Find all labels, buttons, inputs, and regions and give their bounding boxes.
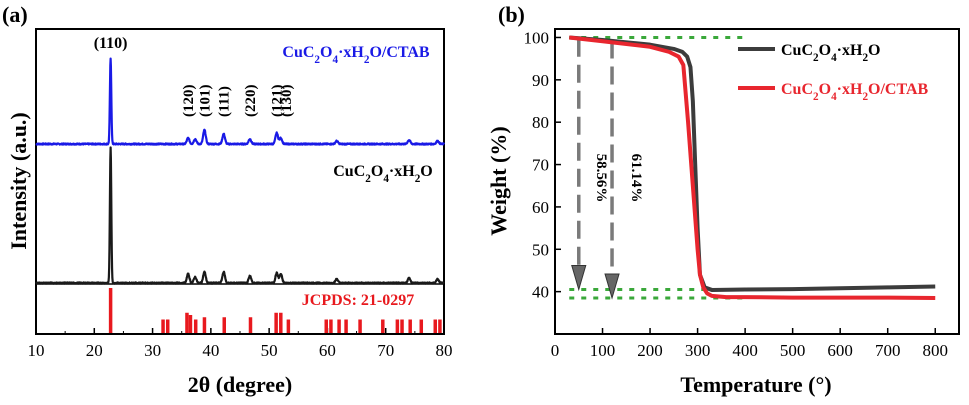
peak-label: (101) xyxy=(197,85,213,118)
x-tick-label: 60 xyxy=(319,341,336,360)
x-tick-label: 10 xyxy=(28,341,45,360)
x-tick-label: 200 xyxy=(637,341,663,360)
y-tick-label: 40 xyxy=(532,283,549,302)
x-tick-label: 600 xyxy=(827,341,853,360)
panel-b: (b) 0 100 200 300 400 500 600 700 800 40 50 60 70 80 9… xyxy=(486,2,960,397)
panel-a-y-axis-title: Intensity (a.u.) xyxy=(6,112,31,250)
series-label-ctab: CuC2O4·xH2O/CTAB xyxy=(282,44,430,66)
series-label-pure: CuC2O4·xH2O xyxy=(333,163,432,185)
x-tick-label: 50 xyxy=(261,341,278,360)
legend-label-pure: CuC2O4·xH2O xyxy=(781,42,880,64)
peak-label: (130) xyxy=(279,85,295,118)
x-tick-label: 40 xyxy=(202,341,219,360)
panel-b-curves xyxy=(569,35,936,300)
y-tick-label: 50 xyxy=(532,240,549,259)
arrow-head xyxy=(604,273,620,300)
panel-a-peak-labels: (110) (120) (101) (111) (220) (121)(130) xyxy=(94,35,295,117)
x-tick-label: 700 xyxy=(875,341,901,360)
panel-b-arrows xyxy=(571,38,620,300)
legend-label-ctab: CuC2O4·xH2O/CTAB xyxy=(781,81,929,103)
panel-a-x-axis-title: 2θ (degree) xyxy=(188,372,293,397)
x-tick-label: 80 xyxy=(436,341,453,360)
panel-b-y-axis-title: Weight (%) xyxy=(486,126,511,235)
panel-b-frame xyxy=(554,28,960,335)
peak-label: (110) xyxy=(94,35,128,52)
pattern-line-pure xyxy=(35,146,445,285)
x-tick-label: 400 xyxy=(732,341,758,360)
x-tick-label: 800 xyxy=(922,341,948,360)
x-tick-label: 30 xyxy=(144,341,161,360)
y-tick-label: 100 xyxy=(524,28,550,47)
tga-curve-ctab xyxy=(569,35,936,300)
panel-a-patterns xyxy=(35,57,446,285)
y-tick-label: 90 xyxy=(532,71,549,90)
x-tick-label: 500 xyxy=(780,341,806,360)
panel-a-label: (a) xyxy=(2,2,28,27)
panel-b-label: (b) xyxy=(498,2,525,27)
x-tick-label: 20 xyxy=(86,341,103,360)
y-tick-label: 70 xyxy=(532,156,549,175)
x-tick-label: 0 xyxy=(551,341,560,360)
peak-label: (111) xyxy=(217,86,233,117)
peak-label: (121) xyxy=(270,85,286,118)
tga-curve-pure xyxy=(569,35,936,292)
annotation-58-56: 58.56% xyxy=(593,154,609,203)
peak-label: (220) xyxy=(243,85,259,118)
panel-a-x-ticks: 10 20 30 40 50 60 70 80 xyxy=(28,328,453,360)
panel-a-reference-bars xyxy=(108,288,442,333)
x-tick-label: 100 xyxy=(590,341,616,360)
x-tick-label: 70 xyxy=(377,341,394,360)
panel-b-axis-ticks: 0 100 200 300 400 500 600 700 800 40 50 60 70 80 90 100 xyxy=(524,28,948,360)
arrow-head xyxy=(571,265,587,292)
pattern-line-ctab xyxy=(35,57,446,146)
peak-label: (120) xyxy=(181,85,197,118)
x-tick-label: 300 xyxy=(685,341,711,360)
panel-b-x-axis-title: Temperature (°) xyxy=(680,372,831,397)
panel-b-legend: CuC2O4·xH2O CuC2O4·xH2O/CTAB xyxy=(738,42,929,103)
series-label-jcpds: JCPDS: 21-0297 xyxy=(302,292,414,309)
annotation-61-14: 61.14% xyxy=(628,154,644,203)
panel-a: (a) 10 20 30 40 50 60 70 80 (110) (120) (101) (111… xyxy=(2,2,453,397)
y-tick-label: 60 xyxy=(532,198,549,217)
y-tick-label: 80 xyxy=(532,113,549,132)
